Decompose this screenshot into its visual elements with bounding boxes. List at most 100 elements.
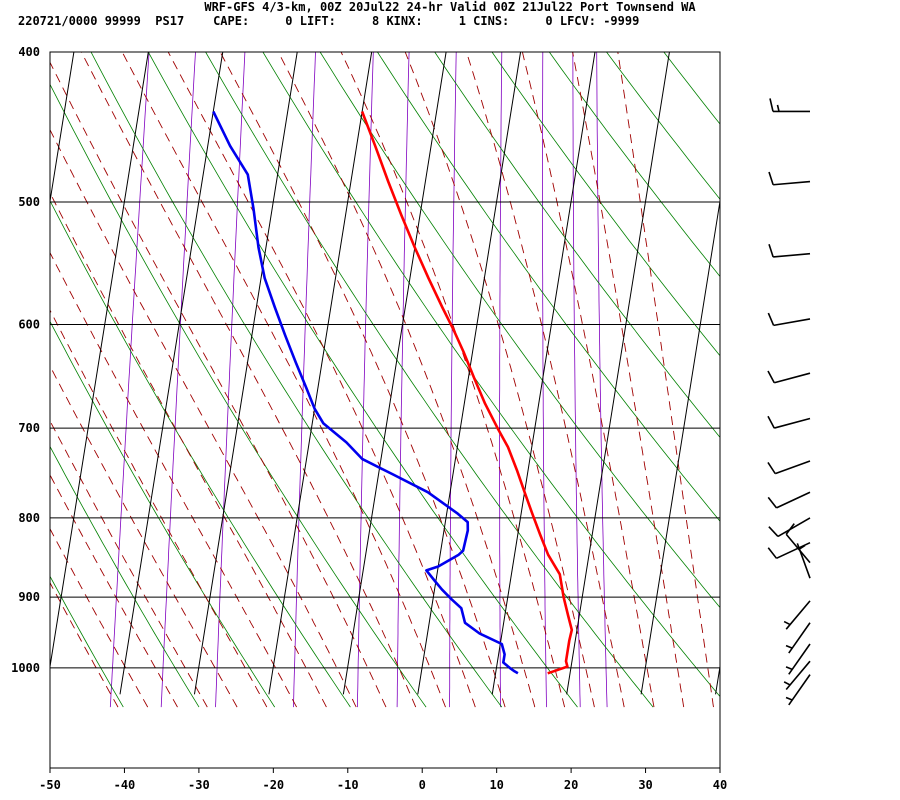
wind-barb — [785, 674, 811, 706]
moist-adiabat-line — [340, 52, 566, 708]
wind-barb-staff — [774, 372, 811, 384]
moist-adiabat-line — [50, 251, 297, 708]
moist-adiabat-line — [277, 52, 536, 708]
dry-adiabat-line — [434, 52, 720, 438]
moist-adiabat-line — [121, 52, 446, 708]
isotherm-line — [640, 198, 720, 695]
dewpoint-profile — [212, 110, 519, 675]
isotherm-line — [417, 52, 522, 695]
dry-adiabat-line — [319, 52, 720, 609]
moist-adiabat-line — [219, 52, 506, 708]
isotherm-line — [119, 52, 224, 695]
wind-barb-half-flag — [798, 544, 806, 550]
mixing-ratio-line — [396, 52, 410, 708]
y-tick-label: 700 — [18, 421, 40, 435]
wind-barb-staff — [774, 417, 811, 429]
wind-barb-flag — [767, 415, 775, 429]
dry-adiabat-line — [90, 52, 503, 708]
isotherm-line — [491, 52, 596, 695]
moist-adiabat-line — [167, 52, 476, 708]
wind-barb-flag — [768, 526, 779, 537]
dry-adiabat-line — [694, 18, 900, 708]
wind-barb-staff — [773, 318, 811, 327]
x-tick-label: -50 — [39, 778, 61, 792]
wind-barb — [785, 523, 811, 564]
x-tick-label: -30 — [188, 778, 210, 792]
wind-barb-staff — [774, 460, 811, 475]
wind-barb-flag — [767, 312, 775, 326]
isotherm-line — [268, 52, 373, 695]
wind-barb-flag — [768, 244, 774, 258]
y-tick-label: 1000 — [11, 661, 40, 675]
wind-barb-staff — [785, 533, 811, 564]
moist-adiabat-line — [50, 191, 327, 708]
wind-barb-staff — [776, 491, 811, 509]
wind-barb-flag — [767, 461, 776, 475]
dry-adiabat-line — [262, 52, 720, 698]
moist-adiabat-line — [50, 61, 387, 708]
wind-barb-half-flag — [785, 666, 793, 671]
moist-adiabat-line — [521, 52, 655, 708]
x-tick-label: -40 — [114, 778, 136, 792]
dry-adiabat-line — [50, 199, 351, 708]
moist-adiabat-line — [50, 309, 268, 708]
wind-barb — [769, 98, 810, 113]
wind-barb-half-flag — [785, 696, 793, 701]
wind-barb-half-flag — [783, 620, 791, 626]
wind-barb-flag — [767, 370, 775, 384]
dry-adiabat-line — [147, 52, 578, 708]
mixing-ratio-line — [357, 52, 374, 708]
isotherm-line-extended — [50, 52, 75, 205]
wind-barb — [767, 415, 811, 429]
plot-frame — [49, 51, 721, 769]
dry-adiabat-line — [50, 320, 276, 708]
mixing-ratio-line — [160, 52, 196, 708]
wind-barb-staff — [773, 180, 811, 186]
mixing-ratio-line — [449, 52, 457, 708]
wind-barb-staff — [788, 643, 811, 675]
wind-barb — [796, 543, 811, 579]
dry-adiabat-line — [863, 18, 900, 708]
x-tick-label: -20 — [262, 778, 284, 792]
profile-lines — [212, 110, 574, 675]
wind-barb — [767, 460, 811, 475]
dry-adiabat-line — [376, 52, 720, 522]
wind-barb-half-flag — [776, 104, 780, 112]
wind-barb — [767, 491, 811, 509]
y-tick-label: 400 — [18, 45, 40, 59]
moist-adiabat-line — [80, 52, 417, 708]
isotherm-line — [342, 52, 447, 695]
y-tick-label: 500 — [18, 195, 40, 209]
wind-barb-staff — [788, 674, 811, 706]
mixing-ratio-line — [499, 52, 503, 708]
mixing-ratio-line — [215, 52, 246, 708]
moist-adiabat-line — [466, 52, 625, 708]
wind-barb — [768, 244, 811, 258]
wind-barb-staff — [777, 517, 811, 538]
wind-barb-flag — [767, 547, 778, 559]
wind-barb — [783, 660, 811, 691]
mixing-ratio-line — [596, 52, 608, 708]
wind-barb-flag — [769, 98, 774, 112]
x-tick-label: 40 — [713, 778, 727, 792]
y-tick-label: 900 — [18, 590, 40, 604]
wind-barb-staff — [785, 660, 811, 691]
grid-lines — [49, 51, 721, 773]
x-tick-label: 20 — [564, 778, 578, 792]
wind-barb — [768, 517, 811, 538]
dry-adiabat-line — [491, 52, 720, 357]
wind-barb — [768, 171, 811, 186]
wind-barb — [767, 370, 811, 384]
isotherm-line — [193, 52, 298, 695]
wind-barb-flag — [768, 171, 774, 185]
wind-barb — [767, 312, 811, 327]
wind-barb-staff — [796, 543, 811, 579]
x-tick-label: 0 — [419, 778, 426, 792]
wind-barb-half-flag — [785, 644, 793, 649]
mixing-ratio-line — [293, 52, 316, 708]
chart-title: WRF-GFS 4/3-km, 00Z 20Jul22 24-hr Valid … — [204, 0, 696, 14]
x-tick-label: 30 — [638, 778, 652, 792]
isotherm-line — [50, 52, 149, 670]
temperature-profile — [360, 111, 574, 675]
